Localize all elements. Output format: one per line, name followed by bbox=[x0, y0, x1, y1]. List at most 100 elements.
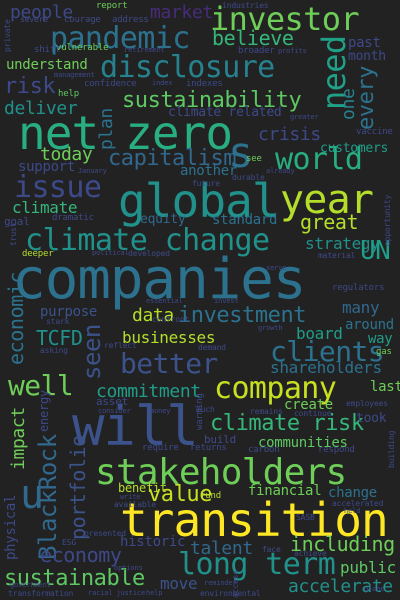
word-respond: respond bbox=[318, 445, 355, 455]
word-accelerate: accelerate bbox=[288, 576, 393, 597]
word-one: one bbox=[338, 88, 359, 120]
word-confront: confront bbox=[152, 315, 190, 324]
word-confidence: confidence bbox=[84, 79, 137, 89]
word-see: see bbox=[246, 154, 262, 164]
word-climate-change: climate change bbox=[25, 223, 270, 258]
word-money: money bbox=[150, 407, 171, 415]
word-another: another bbox=[180, 163, 238, 179]
word-achieve: achieve bbox=[294, 549, 327, 558]
word-employees: employees bbox=[346, 399, 388, 408]
word-clients: clients bbox=[270, 335, 385, 368]
word-month: month bbox=[348, 49, 386, 64]
word-portfolio: portfolio bbox=[66, 435, 90, 540]
word-require: require bbox=[142, 443, 179, 453]
word-businesses: businesses bbox=[122, 328, 216, 347]
word-reminder: reminder bbox=[204, 579, 237, 587]
word-risk: risk bbox=[4, 74, 56, 99]
word-political: political bbox=[92, 249, 129, 257]
word-commitment: commitment bbox=[96, 381, 201, 402]
word-greater: greater bbox=[290, 113, 319, 121]
word-help-small: help bbox=[146, 589, 163, 597]
word-today: today bbox=[40, 144, 93, 165]
word-help: help bbox=[58, 89, 79, 99]
word-vulnerable: vulnerable bbox=[56, 43, 109, 53]
word-public: public bbox=[340, 558, 396, 577]
word-build: build bbox=[204, 433, 237, 446]
word-demand: demand bbox=[198, 343, 226, 352]
word-way: way bbox=[368, 331, 393, 347]
word-great: great bbox=[300, 210, 359, 234]
word-plan: plan bbox=[96, 108, 117, 150]
word-deliver: deliver bbox=[4, 98, 78, 119]
word-pandemic: pandemic bbox=[50, 21, 190, 56]
word-carbon: carbon bbox=[248, 445, 280, 455]
word-around: around bbox=[345, 317, 394, 333]
word-private: private bbox=[3, 19, 12, 52]
word-trust: trust bbox=[9, 222, 18, 246]
word-including: including bbox=[290, 532, 395, 556]
word-net-zero: net zero bbox=[18, 106, 233, 160]
word-dramatic: dramatic bbox=[52, 213, 94, 223]
word-report: report bbox=[96, 1, 128, 11]
word-impact: impact bbox=[8, 407, 29, 470]
word-investment: investment bbox=[178, 303, 307, 328]
word-understand: understand bbox=[6, 57, 88, 73]
word-consider: consider bbox=[98, 407, 131, 415]
word-global: global bbox=[118, 174, 280, 228]
word-reflect: reflect bbox=[104, 341, 137, 350]
word-capitalism: capitalism bbox=[108, 146, 237, 171]
word-vaccine: vaccine bbox=[356, 127, 393, 137]
word-customers: customers bbox=[320, 141, 389, 156]
word-equity: equity bbox=[140, 212, 186, 227]
word-fund: fund bbox=[200, 491, 221, 501]
word-invest: invest bbox=[214, 297, 239, 305]
word-communities: communities bbox=[258, 435, 348, 451]
word-deeper: deeper bbox=[22, 249, 54, 259]
word-physical: physical bbox=[3, 494, 19, 560]
word-took: took bbox=[356, 411, 387, 426]
word-better: better bbox=[120, 347, 218, 380]
word-transition: transition bbox=[120, 493, 389, 547]
word-move: move bbox=[160, 574, 198, 593]
word-write: write bbox=[120, 493, 141, 501]
word-globe: globe bbox=[364, 585, 385, 593]
word-sustainability: sustainability bbox=[122, 88, 302, 113]
word-essential: essential bbox=[146, 297, 183, 305]
word-many: many bbox=[342, 298, 380, 317]
word-regulators: regulators bbox=[332, 283, 385, 293]
word-create: create bbox=[284, 397, 333, 413]
word-gas: gas bbox=[376, 347, 392, 357]
word-held: held bbox=[344, 507, 361, 515]
word-strategy: strategy bbox=[305, 234, 380, 253]
word-remains: remains bbox=[250, 407, 283, 416]
word-available: available bbox=[114, 500, 156, 509]
word-warming: warming bbox=[195, 393, 205, 430]
word-climate: climate bbox=[12, 198, 78, 217]
word-sustainable: sustainable bbox=[4, 566, 145, 591]
word-continue: continue bbox=[294, 409, 332, 418]
word-u: u bbox=[20, 472, 44, 518]
word-tcfd: TCFD bbox=[36, 326, 83, 350]
word-world: world bbox=[275, 142, 363, 177]
word-economic: economic bbox=[4, 271, 28, 365]
word-face: face bbox=[262, 545, 281, 554]
word-courage: courage bbox=[64, 15, 101, 25]
word-broader: broader bbox=[238, 46, 275, 56]
word-access: access bbox=[231, 570, 240, 598]
word-company: company bbox=[214, 371, 337, 406]
word-building: building bbox=[387, 430, 396, 468]
word-accelerated: accelerated bbox=[332, 499, 384, 508]
word-historic: historic bbox=[120, 534, 186, 550]
word-racial-justice: racial justice bbox=[88, 589, 146, 597]
word-retirement: retirement bbox=[124, 46, 165, 54]
word-stark: stark bbox=[46, 317, 70, 326]
word-future: future bbox=[192, 179, 220, 188]
word-believe: believe bbox=[212, 26, 294, 50]
word-support: support bbox=[18, 159, 76, 175]
word-s: s bbox=[228, 128, 253, 177]
word-crisis: crisis bbox=[258, 124, 321, 145]
word-goal: goal bbox=[4, 215, 30, 228]
word-people: people bbox=[10, 2, 73, 23]
word-asking: asking bbox=[40, 346, 68, 355]
word-investor: investor bbox=[210, 0, 360, 38]
